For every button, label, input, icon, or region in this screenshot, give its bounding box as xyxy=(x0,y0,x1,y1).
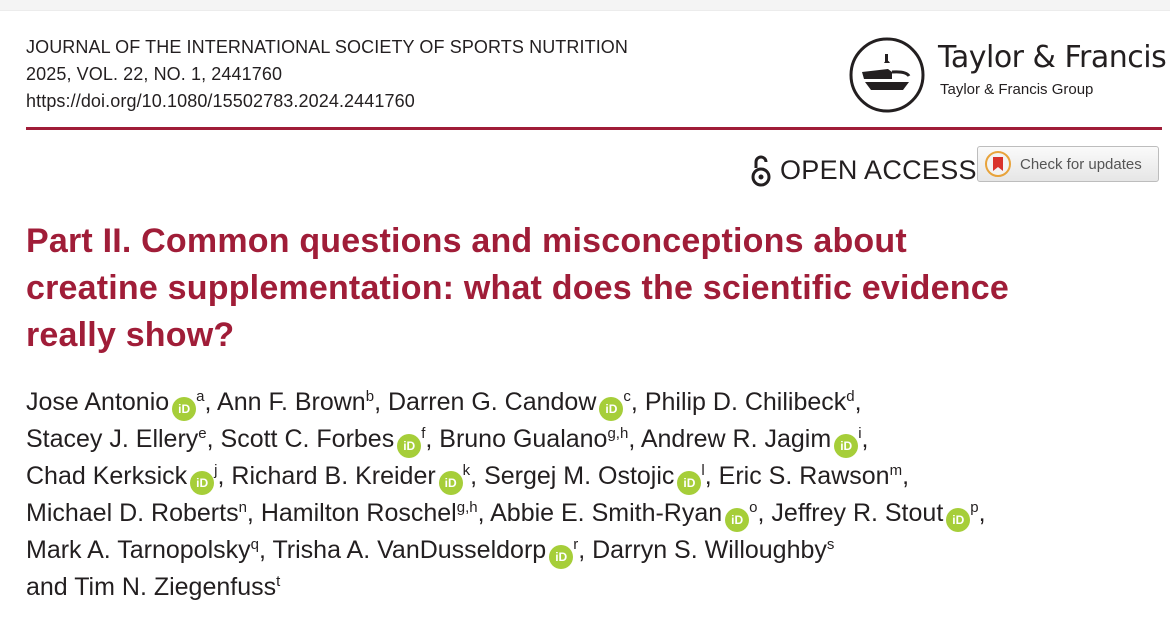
author-name[interactable]: Chad Kerksick xyxy=(26,462,188,490)
affiliation-marker[interactable]: d xyxy=(846,388,855,405)
open-lock-icon xyxy=(751,155,771,187)
affiliation-marker[interactable]: l xyxy=(701,462,705,479)
article-title: Part II. Common questions and misconcept… xyxy=(26,218,1162,359)
author-name[interactable]: Scott C. Forbes xyxy=(220,425,395,453)
author-separator: , xyxy=(861,425,869,453)
check-for-updates-button[interactable]: Check for updates xyxy=(977,146,1159,182)
author-separator: , xyxy=(425,425,440,453)
orcid-icon[interactable]: iD xyxy=(599,397,624,421)
author-separator: , xyxy=(704,462,719,490)
orcid-icon[interactable]: iD xyxy=(834,434,859,458)
orcid-icon[interactable]: iD xyxy=(190,471,215,495)
author-separator: , xyxy=(258,536,273,564)
journal-name: JOURNAL OF THE INTERNATIONAL SOCIETY OF … xyxy=(26,37,628,57)
journal-volume: 2025, VOL. 22, NO. 1, 2441760 xyxy=(26,64,283,84)
affiliation-marker[interactable]: g,h xyxy=(607,425,629,442)
affiliation-marker[interactable]: c xyxy=(623,388,631,405)
author-separator: , xyxy=(477,499,491,527)
orcid-icon[interactable]: iD xyxy=(946,508,971,532)
bookmark-check-icon xyxy=(985,151,1011,177)
author-separator: , xyxy=(854,388,862,416)
publisher-branding: Taylor & Francis Taylor & Francis Group xyxy=(848,34,1167,118)
affiliation-marker[interactable]: s xyxy=(826,536,835,553)
orcid-icon[interactable]: iD xyxy=(397,434,422,458)
author-line: and Tim N. Ziegenfusst xyxy=(26,569,986,605)
affiliation-marker[interactable]: f xyxy=(421,425,426,442)
affiliation-marker[interactable]: q xyxy=(250,536,259,553)
open-access-label: OPEN ACCESS xyxy=(780,154,977,185)
journal-doi-link[interactable]: https://doi.org/10.1080/15502783.2024.24… xyxy=(26,91,415,111)
affiliation-marker[interactable]: o xyxy=(749,499,758,516)
author-name[interactable]: Jose Antonio xyxy=(26,388,170,416)
publisher-name: Taylor & Francis xyxy=(938,40,1167,75)
affiliation-marker[interactable]: m xyxy=(889,462,903,479)
author-separator: , xyxy=(246,499,261,527)
author-line: Jose Antonio iDa, Ann F. Brownb, Darren G… xyxy=(26,384,986,421)
author-name[interactable]: Mark A. Tarnopolsky xyxy=(26,536,251,564)
orcid-icon[interactable]: iD xyxy=(677,471,702,495)
affiliation-marker[interactable]: i xyxy=(858,425,862,442)
affiliation-marker[interactable]: e xyxy=(198,425,207,442)
author-name[interactable]: Trisha A. VanDusseldorp xyxy=(272,536,547,564)
author-name[interactable]: Jeffrey R. Stout xyxy=(771,499,944,527)
author-name[interactable]: Stacey J. Ellery xyxy=(26,425,199,453)
publisher-group: Taylor & Francis Group xyxy=(940,81,1094,98)
author-name[interactable]: Eric S. Rawson xyxy=(718,462,890,490)
affiliation-marker[interactable]: p xyxy=(970,499,979,516)
lamp-logo-icon xyxy=(849,37,925,113)
author-name[interactable]: Andrew R. Jagim xyxy=(640,425,832,453)
affiliation-marker[interactable]: g,h xyxy=(456,499,478,516)
author-line: Michael D. Robertsn, Hamilton Roschelg,h… xyxy=(26,495,986,532)
author-separator: , xyxy=(374,388,388,416)
title-line: creatine supplementation: what does the … xyxy=(26,269,1009,307)
title-line: Part II. Common questions and misconcept… xyxy=(26,222,907,260)
author-name[interactable]: Richard B. Kreider xyxy=(231,462,436,490)
author-name[interactable]: Hamilton Roschel xyxy=(260,499,457,527)
author-separator: , xyxy=(470,462,485,490)
orcid-icon[interactable]: iD xyxy=(549,545,574,569)
author-name[interactable]: Philip D. Chilibeck xyxy=(644,388,847,416)
journal-info: JOURNAL OF THE INTERNATIONAL SOCIETY OF … xyxy=(26,34,628,115)
author-name[interactable]: Sergej M. Ostojic xyxy=(484,462,675,490)
orcid-icon[interactable]: iD xyxy=(438,471,463,495)
author-separator: , xyxy=(206,425,221,453)
author-separator: , xyxy=(217,462,232,490)
header-divider xyxy=(26,127,1162,130)
author-name[interactable]: Bruno Gualano xyxy=(439,425,608,453)
author-name[interactable]: Ann F. Brown xyxy=(217,388,366,416)
author-list: Jose Antonio iDa, Ann F. Brownb, Darren G… xyxy=(26,384,986,605)
affiliation-marker[interactable]: t xyxy=(276,573,281,590)
author-separator: , xyxy=(204,388,218,416)
author-name[interactable]: Darryn S. Willoughby xyxy=(592,536,827,564)
author-line: Chad Kerksick iDj, Richard B. Kreider iDk,… xyxy=(26,458,986,495)
author-name[interactable]: Tim N. Ziegenfuss xyxy=(74,573,277,601)
affiliation-marker[interactable]: r xyxy=(573,536,579,553)
orcid-icon[interactable]: iD xyxy=(725,508,750,532)
author-name[interactable]: Darren G. Candow xyxy=(387,388,597,416)
affiliation-marker[interactable]: a xyxy=(196,388,205,405)
author-name[interactable]: Abbie E. Smith-Ryan xyxy=(490,499,723,527)
author-separator: , xyxy=(578,536,593,564)
affiliation-marker[interactable]: n xyxy=(238,499,247,516)
author-name[interactable]: Michael D. Roberts xyxy=(26,499,239,527)
author-line: Mark A. Tarnopolskyq, Trisha A. VanDusse… xyxy=(26,532,986,569)
open-access-badge: OPEN ACCESS xyxy=(750,152,977,188)
affiliation-marker[interactable]: b xyxy=(365,388,375,405)
affiliation-marker[interactable]: j xyxy=(214,462,218,479)
top-strip xyxy=(0,0,1170,11)
author-line: Stacey J. Ellerye, Scott C. Forbes iDf, B… xyxy=(26,421,986,458)
author-separator: , xyxy=(978,499,986,527)
title-line: really show? xyxy=(26,316,235,354)
author-separator: , xyxy=(902,462,910,490)
affiliation-marker[interactable]: k xyxy=(462,462,471,479)
author-conjunction: and xyxy=(26,573,75,601)
author-separator: , xyxy=(630,388,645,416)
orcid-icon[interactable]: iD xyxy=(172,397,197,421)
check-for-updates-label: Check for updates xyxy=(1020,155,1142,173)
author-separator: , xyxy=(757,499,772,527)
author-separator: , xyxy=(628,425,641,453)
